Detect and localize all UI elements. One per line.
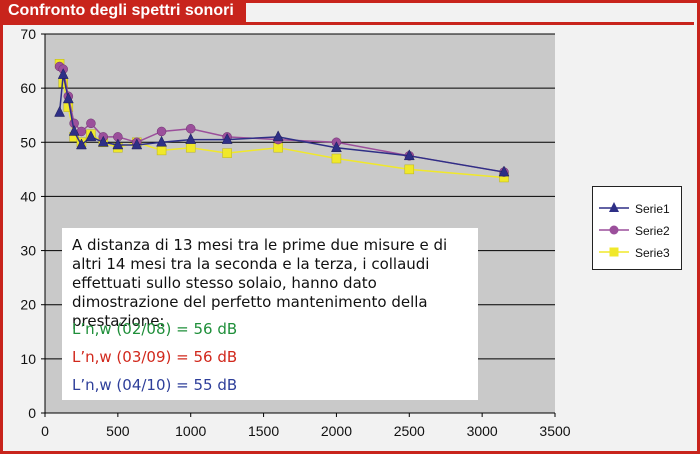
data-point-serie1 — [68, 124, 80, 136]
data-point-serie1 — [62, 92, 74, 104]
y-tick-label: 60 — [20, 80, 36, 96]
title-bar: Confronto degli spettri sonori — [0, 0, 246, 22]
data-point-serie1 — [112, 138, 124, 150]
data-point-serie1 — [54, 105, 65, 117]
measure-2: L’n,w (03/09) = 56 dB — [72, 348, 238, 366]
data-point-serie1 — [185, 133, 197, 144]
x-tick-label: 1500 — [248, 423, 279, 439]
x-tick-label: 3500 — [539, 423, 570, 439]
data-point-serie1 — [156, 135, 167, 147]
data-point-serie2 — [185, 124, 196, 134]
data-point-serie3 — [273, 142, 283, 153]
data-point-serie1 — [498, 165, 510, 177]
data-point-serie3 — [222, 148, 232, 158]
legend-item-serie3: Serie3 — [599, 243, 683, 263]
measure-3: L’n,w (04/10) = 55 dB — [72, 376, 238, 394]
legend: Serie1 Serie2 Serie3 — [592, 186, 682, 270]
data-point-serie1 — [97, 135, 109, 147]
data-point-serie3 — [185, 142, 196, 153]
legend-label: Serie1 — [635, 202, 670, 216]
x-tick-label: 3000 — [467, 423, 498, 439]
series-line-2 — [59, 65, 505, 173]
data-point-serie2 — [86, 118, 96, 129]
x-tick-label: 2000 — [321, 423, 352, 439]
series-line-1 — [58, 74, 505, 173]
y-tick-label: 0 — [28, 405, 36, 421]
legend-swatch — [599, 202, 629, 212]
data-point-serie1 — [331, 141, 342, 152]
annotation-text: A distanza di 13 mesi tra le prime due m… — [72, 236, 448, 330]
legend-label: Serie2 — [635, 224, 670, 238]
y-tick-label: 20 — [20, 297, 36, 313]
x-tick-label: 1000 — [175, 423, 206, 439]
title-rule — [0, 22, 694, 25]
data-point-serie1 — [131, 138, 143, 150]
annotation-box: A distanza di 13 mesi tra le prime due m… — [62, 228, 478, 400]
data-point-serie3 — [404, 164, 415, 175]
data-point-serie1 — [85, 130, 97, 142]
data-point-serie1 — [57, 68, 69, 79]
legend-swatch — [599, 225, 629, 235]
y-tick-label: 50 — [20, 134, 36, 150]
data-point-serie1 — [221, 133, 233, 144]
legend-item-serie1: Serie1 — [599, 199, 683, 219]
data-point-serie2 — [156, 126, 167, 137]
x-tick-label: 0 — [41, 423, 49, 439]
data-point-serie3 — [156, 145, 167, 156]
legend-swatch — [599, 247, 629, 257]
legend-item-serie2: Serie2 — [599, 221, 683, 241]
y-tick-label: 70 — [20, 26, 36, 42]
data-point-serie1 — [272, 130, 284, 142]
y-tick-label: 30 — [20, 243, 36, 259]
x-tick-label: 2500 — [394, 423, 425, 439]
chart-title: Confronto degli spettri sonori — [8, 2, 234, 19]
measure-1: L’n,w (02/08) = 56 dB — [72, 320, 238, 338]
y-tick-label: 10 — [20, 351, 36, 367]
data-point-serie1 — [403, 149, 415, 161]
data-point-serie3 — [331, 153, 342, 164]
legend-label: Serie3 — [635, 246, 670, 260]
data-point-serie1 — [76, 138, 87, 150]
x-tick-label: 500 — [106, 423, 130, 439]
y-tick-label: 40 — [20, 188, 36, 204]
